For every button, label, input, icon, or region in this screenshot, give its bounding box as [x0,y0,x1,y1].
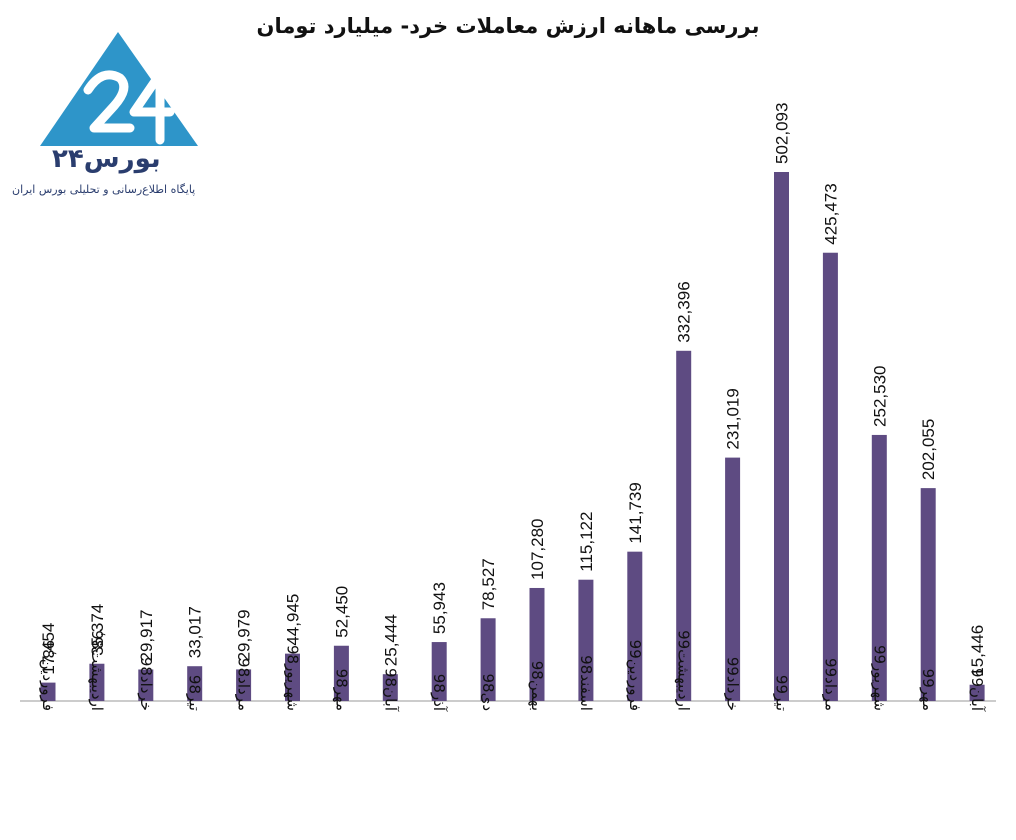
bar [871,434,887,701]
x-tick-label: شهریور98 [284,645,302,711]
x-tick-label: آذر98 [430,674,448,712]
bar [480,618,496,701]
bar [529,587,545,701]
x-tick-label: مهر98 [332,669,350,711]
data-label: 33,017 [186,606,205,658]
bar [920,488,936,701]
x-tick-label: مهر99 [919,669,937,711]
data-label: 29,979 [235,609,254,661]
data-label: 44,945 [284,594,303,646]
bar [774,172,789,701]
data-label: 115,122 [577,512,596,572]
x-tick-label: تیر98 [186,675,204,711]
x-tick-label: بهمن98 [528,661,546,711]
bar [40,682,56,701]
x-tick-label: آبان99 [968,668,986,712]
bar [676,350,692,701]
x-tick-label: اردیبهشت99 [675,630,693,711]
logo-mark-4 [129,69,175,145]
bar [285,653,300,701]
bar [382,674,398,701]
data-label: 25,444 [381,614,400,666]
x-tick-label: خرداد99 [724,657,742,711]
logo-mark-2 [83,70,135,133]
data-label: 52,450 [332,586,351,638]
x-tick-label: دی98 [479,673,497,711]
data-label: 15,446 [968,625,987,677]
bar [89,663,105,701]
x-tick-label: فروردین98 [39,640,57,711]
logo-triangle-icon [40,32,198,146]
x-tick-label: اردیبهشت98 [88,630,106,711]
x-tick-label: آبان98 [381,668,399,712]
logo-subtitle: پایگاه اطلاع‌رسانی و تحلیلی بورس ایران [12,183,196,196]
data-label: 202,055 [919,419,938,480]
x-tick-label: شهریور99 [870,645,888,711]
bar [822,252,838,701]
data-label: 141,739 [626,482,645,543]
data-label: 252,530 [870,365,889,426]
chart-title: بررسی ماهانه ارزش معاملات خرد- میلیارد ت… [256,14,760,38]
x-tick-label: فروردین99 [626,640,644,711]
bar [725,457,741,701]
bar [627,551,643,701]
data-label: 78,527 [479,558,498,610]
data-label: 17,454 [39,623,58,675]
logo-name: بورس۲۴ [52,144,161,174]
bar [578,579,594,701]
x-tick-label: مرداد99 [821,658,839,711]
x-tick-label: تیر99 [773,675,791,711]
x-tick-label: خرداد98 [137,657,155,711]
data-label: 332,396 [675,281,694,342]
bar [431,642,447,701]
data-label: 502,093 [773,103,792,164]
data-label: 107,280 [528,519,547,580]
data-label: 231,019 [724,388,743,449]
x-tick-label: مرداد98 [235,658,253,711]
x-tick-label: اسفند98 [577,655,595,711]
bar [236,669,252,701]
bar [138,669,154,701]
bar [333,645,349,701]
bar [187,666,203,701]
data-label: 35,374 [88,604,107,656]
data-label: 55,943 [430,582,449,634]
bar [969,684,985,701]
data-label: 425,473 [821,183,840,244]
data-label: 29,917 [137,609,156,661]
